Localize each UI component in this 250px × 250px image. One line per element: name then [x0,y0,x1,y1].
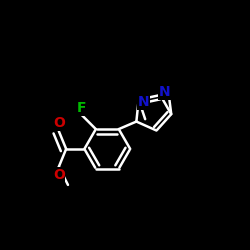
Text: N: N [159,86,171,100]
Text: O: O [53,116,65,130]
Text: N: N [138,95,149,109]
Text: O: O [53,168,65,182]
Text: F: F [77,101,86,115]
